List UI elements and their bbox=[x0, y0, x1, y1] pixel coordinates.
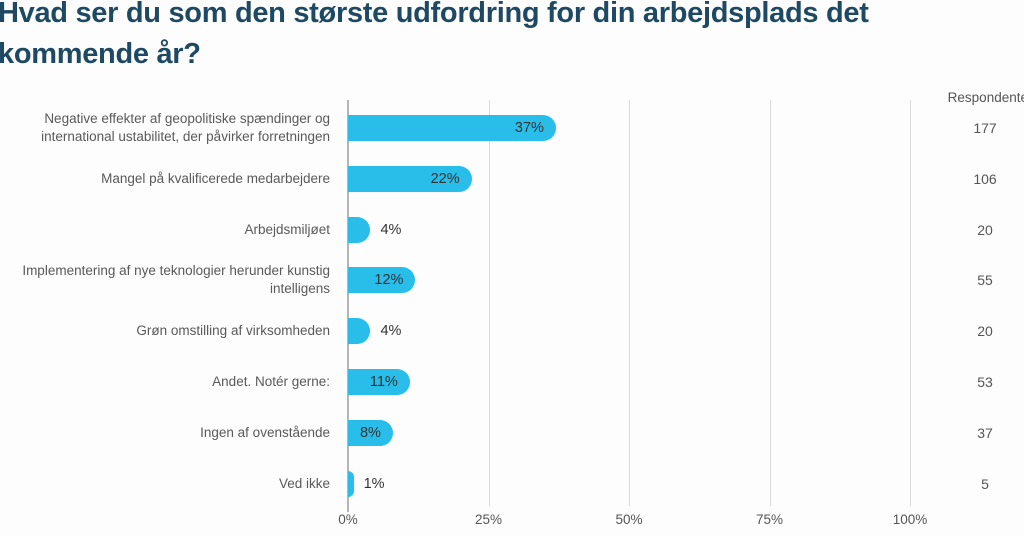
category-label: Ved ikke bbox=[278, 475, 330, 491]
gridline bbox=[769, 100, 771, 506]
respondent-count: 20 bbox=[977, 221, 993, 238]
bar bbox=[348, 165, 472, 192]
bar bbox=[348, 216, 371, 243]
bar bbox=[348, 369, 410, 395]
category-label: Implementering af nye teknologier herund… bbox=[22, 263, 330, 297]
y-axis-line bbox=[347, 100, 349, 512]
x-tick-label: 75% bbox=[755, 512, 784, 527]
respondent-count: 177 bbox=[973, 120, 997, 136]
bar bbox=[348, 419, 393, 446]
category-label: Grøn omstilling af virksomheden bbox=[136, 323, 330, 339]
x-tick-label: 50% bbox=[615, 512, 643, 527]
respondent-count: 55 bbox=[977, 272, 993, 289]
gridline bbox=[629, 100, 630, 506]
x-tick-label: 0% bbox=[338, 512, 358, 527]
bar-value-label: 11% bbox=[369, 374, 398, 390]
bar-value-label: 8% bbox=[359, 424, 381, 441]
category-label: Ingen af ovenstående bbox=[200, 424, 330, 440]
respondent-count: 37 bbox=[977, 424, 993, 441]
gridline bbox=[488, 100, 490, 506]
bar-value-label: 4% bbox=[380, 323, 402, 340]
x-tick-label: 100% bbox=[892, 512, 928, 527]
bar-value-label: 1% bbox=[363, 475, 385, 492]
respondent-count: 5 bbox=[981, 475, 989, 492]
bar-value-label: 37% bbox=[514, 120, 544, 136]
category-label: Mangel på kvalificerede medarbejdere bbox=[101, 170, 330, 186]
bar bbox=[348, 470, 354, 497]
category-label: Arbejdsmiljøet bbox=[244, 221, 330, 237]
bar-value-label: 12% bbox=[374, 272, 404, 289]
bar bbox=[348, 115, 556, 141]
gridline bbox=[910, 100, 911, 506]
respondent-count: 20 bbox=[977, 323, 993, 340]
category-label: Andet. Notér gerne: bbox=[212, 374, 330, 389]
respondent-count: 53 bbox=[977, 374, 993, 390]
x-tick-label: 25% bbox=[474, 512, 503, 527]
bar-value-label: 4% bbox=[380, 221, 402, 238]
respondent-count: 106 bbox=[973, 170, 997, 187]
chart-title: Hvad ser du som den største udfordring f… bbox=[0, 0, 869, 70]
respondents-column-header: Respondente bbox=[947, 90, 1024, 105]
bar bbox=[348, 267, 416, 294]
bar-value-label: 22% bbox=[430, 170, 460, 187]
bar bbox=[348, 318, 371, 345]
category-label: Negative effekter af geopolitiske spændi… bbox=[41, 111, 330, 144]
